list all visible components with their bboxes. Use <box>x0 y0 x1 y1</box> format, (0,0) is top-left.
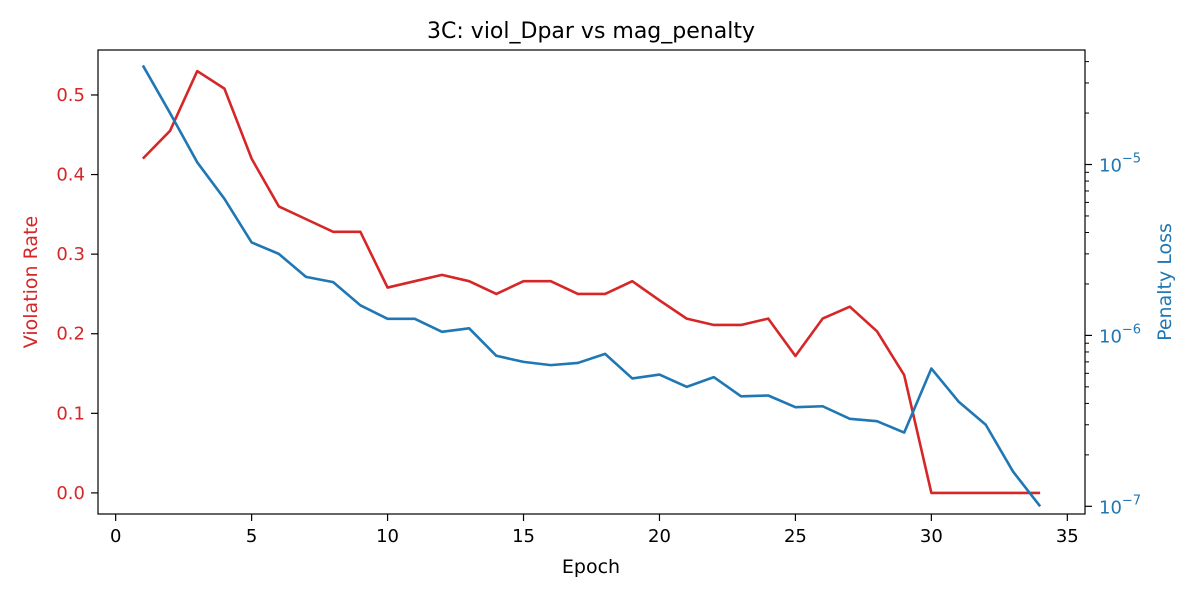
plot-frame <box>97 49 1086 515</box>
y-right-tick-label: 10−6 <box>1099 322 1141 347</box>
y-axis-left: 0.0 0.1 0.2 0.3 0.4 0.5 <box>56 85 98 504</box>
y-left-tick-label: 0.4 <box>56 165 85 186</box>
y-left-tick-label: 0.3 <box>56 244 85 265</box>
y-left-tick-label: 0.1 <box>56 403 85 424</box>
x-tick-label: 30 <box>920 526 943 547</box>
y-axis-right-label: Penalty Loss <box>1154 223 1176 341</box>
x-tick-label: 5 <box>246 526 257 547</box>
x-tick-label: 15 <box>512 526 535 547</box>
x-tick-label: 20 <box>648 526 671 547</box>
x-axis: 0 5 10 15 20 25 30 35 <box>110 514 1079 547</box>
series-line-violation-rate <box>141 69 1041 495</box>
x-tick-label: 10 <box>376 526 399 547</box>
y-right-tick-label: 10−5 <box>1099 152 1141 177</box>
y-left-tick-label: 0.5 <box>56 85 85 106</box>
x-axis-label: Epoch <box>562 556 620 578</box>
x-tick-label: 25 <box>784 526 807 547</box>
x-tick-label: 35 <box>1056 526 1079 547</box>
y-axis-left-label: Violation Rate <box>20 216 42 348</box>
y-axis-right: 10−7 10−6 10−5 <box>1085 61 1141 518</box>
chart-title: 3C: viol_Dpar vs mag_penalty <box>427 19 755 44</box>
y-right-tick-label: 10−7 <box>1099 493 1141 518</box>
series-line-penalty-loss <box>141 64 1042 508</box>
y-left-tick-label: 0.2 <box>56 324 85 345</box>
x-tick-label: 0 <box>110 526 121 547</box>
y-left-tick-label: 0.0 <box>56 483 85 504</box>
plot-area <box>141 64 1042 508</box>
